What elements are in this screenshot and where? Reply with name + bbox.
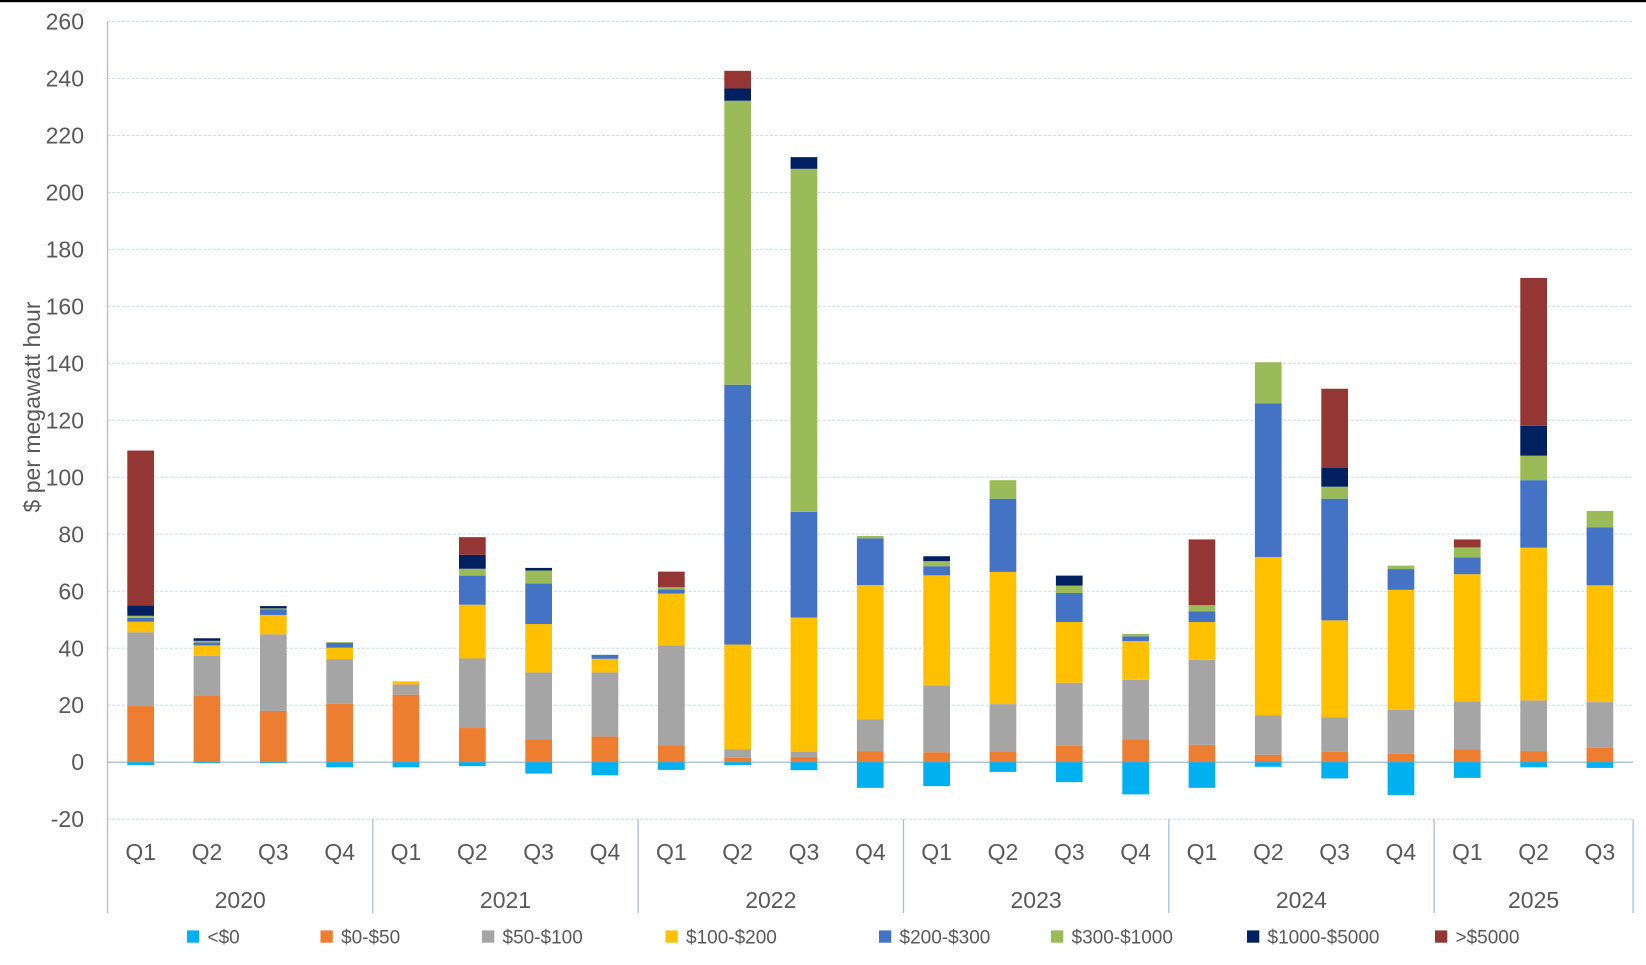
svg-text:Q1: Q1 xyxy=(921,839,952,865)
svg-text:200: 200 xyxy=(46,180,84,206)
svg-text:Q3: Q3 xyxy=(1054,839,1085,865)
svg-text:$300-$1000: $300-$1000 xyxy=(1072,928,1173,949)
svg-text:Q4: Q4 xyxy=(1386,839,1417,865)
svg-text:80: 80 xyxy=(58,521,84,547)
svg-text:$0-$50: $0-$50 xyxy=(341,928,400,949)
svg-text:$200-$300: $200-$300 xyxy=(900,928,991,949)
svg-text:40: 40 xyxy=(58,635,84,661)
svg-text:180: 180 xyxy=(46,236,84,262)
svg-text:Q1: Q1 xyxy=(656,839,687,865)
svg-text:220: 220 xyxy=(46,123,84,149)
svg-text:Q1: Q1 xyxy=(1187,839,1218,865)
svg-text:2024: 2024 xyxy=(1276,887,1327,913)
svg-text:$ per megawatt hour: $ per megawatt hour xyxy=(19,301,45,512)
svg-text:Q3: Q3 xyxy=(523,839,554,865)
svg-text:-20: -20 xyxy=(51,806,84,832)
svg-text:Q3: Q3 xyxy=(1319,839,1350,865)
svg-text:Q3: Q3 xyxy=(258,839,289,865)
svg-text:Q4: Q4 xyxy=(590,839,621,865)
svg-text:Q2: Q2 xyxy=(457,839,488,865)
svg-text:<$0: <$0 xyxy=(208,928,240,949)
svg-text:160: 160 xyxy=(46,293,84,319)
svg-text:Q2: Q2 xyxy=(988,839,1019,865)
svg-text:240: 240 xyxy=(46,66,84,92)
svg-text:140: 140 xyxy=(46,350,84,376)
svg-text:Q4: Q4 xyxy=(324,839,355,865)
svg-text:120: 120 xyxy=(46,407,84,433)
svg-text:Q1: Q1 xyxy=(1452,839,1483,865)
svg-text:2022: 2022 xyxy=(745,887,796,913)
svg-text:2023: 2023 xyxy=(1011,887,1062,913)
svg-text:Q1: Q1 xyxy=(125,839,156,865)
svg-text:Q2: Q2 xyxy=(192,839,223,865)
svg-text:>$5000: >$5000 xyxy=(1456,928,1520,949)
svg-text:Q3: Q3 xyxy=(789,839,820,865)
svg-text:$1000-$5000: $1000-$5000 xyxy=(1268,928,1380,949)
svg-text:0: 0 xyxy=(71,749,84,775)
svg-text:2021: 2021 xyxy=(480,887,531,913)
svg-text:$100-$200: $100-$200 xyxy=(686,928,777,949)
svg-text:Q4: Q4 xyxy=(855,839,886,865)
svg-text:60: 60 xyxy=(58,578,84,604)
svg-text:Q2: Q2 xyxy=(1518,839,1549,865)
svg-text:$50-$100: $50-$100 xyxy=(503,928,583,949)
svg-text:Q2: Q2 xyxy=(722,839,753,865)
svg-text:Q2: Q2 xyxy=(1253,839,1284,865)
svg-text:20: 20 xyxy=(58,692,84,718)
svg-text:100: 100 xyxy=(46,464,84,490)
svg-text:Q1: Q1 xyxy=(391,839,422,865)
svg-text:Q4: Q4 xyxy=(1120,839,1151,865)
svg-text:260: 260 xyxy=(46,9,84,35)
svg-text:Q3: Q3 xyxy=(1585,839,1616,865)
svg-text:2025: 2025 xyxy=(1508,887,1559,913)
svg-text:2020: 2020 xyxy=(215,887,266,913)
